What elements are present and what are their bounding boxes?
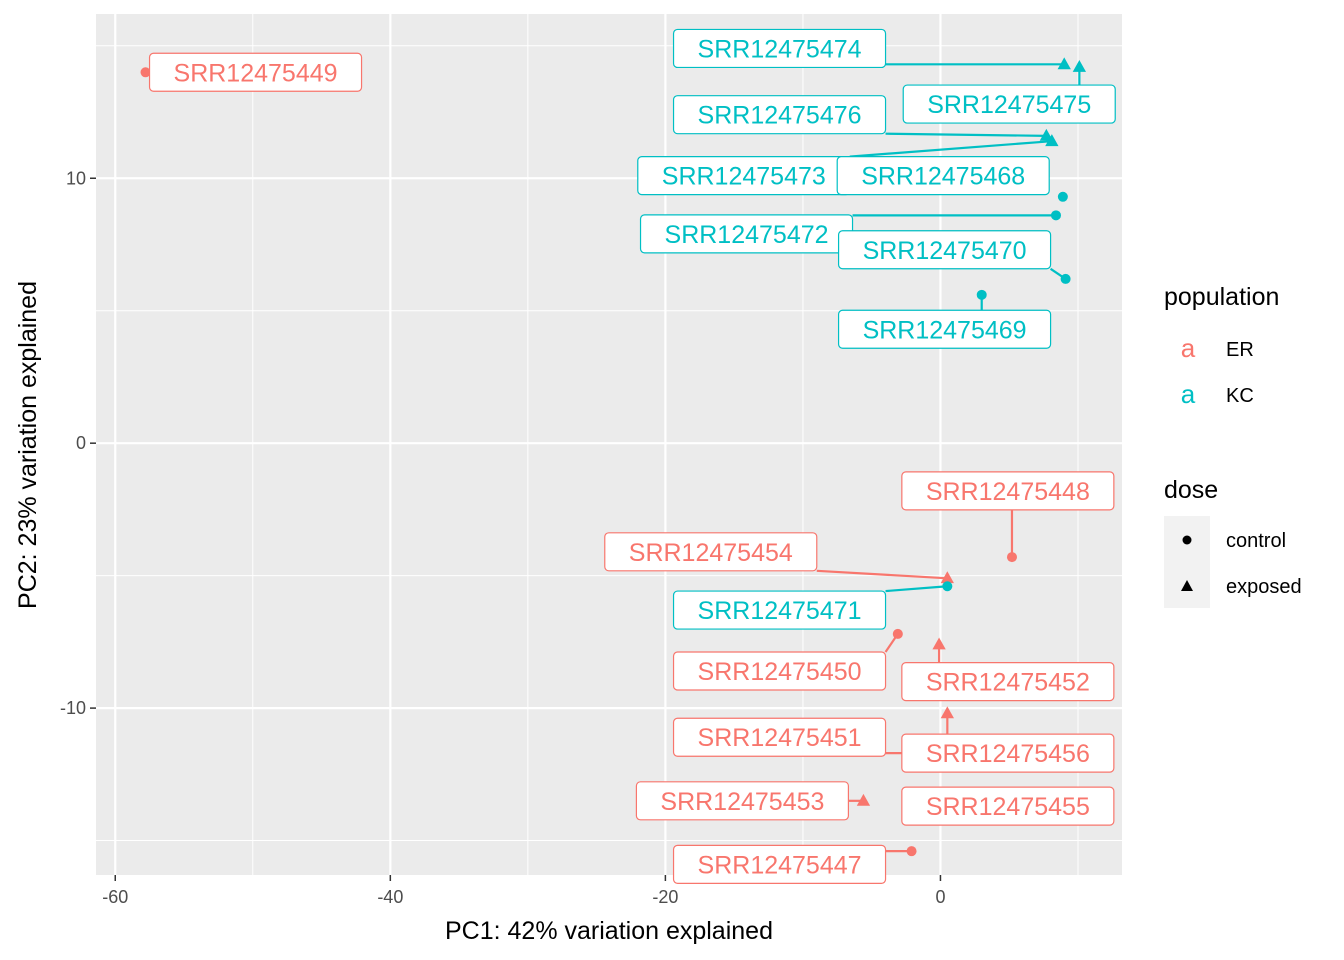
point-label-box — [604, 532, 818, 572]
point-label: SRR12475454 — [629, 539, 793, 567]
point-label-box — [902, 84, 1116, 124]
point-label: SRR12475474 — [698, 35, 862, 63]
y-axis-title: PC2: 23% variation explained — [14, 281, 42, 609]
point-label-box — [672, 651, 887, 691]
point-label: SRR12475448 — [926, 478, 1090, 506]
leader-line — [849, 140, 1052, 158]
point-control — [1050, 210, 1061, 221]
y-tick-label: 10 — [66, 168, 86, 188]
data-points — [140, 57, 1087, 857]
point-control — [1006, 552, 1017, 563]
point-control — [976, 289, 987, 300]
y-tick-label: 0 — [76, 433, 86, 453]
y-tick-label: -10 — [60, 698, 86, 718]
point-control — [892, 628, 903, 639]
legend: population a ER a KC dose control expose… — [1164, 283, 1302, 608]
point-control — [906, 846, 917, 857]
point-label-box — [837, 230, 1052, 270]
legend-label-control: control — [1226, 530, 1286, 552]
point-label-box — [672, 590, 887, 630]
point-exposed — [932, 637, 946, 650]
point-label-box — [836, 156, 1050, 196]
point-control — [1060, 273, 1071, 284]
point-label-box — [901, 662, 1115, 702]
legend-key-control-circle — [1182, 535, 1192, 545]
point-exposed — [1057, 57, 1071, 70]
point-exposed — [1039, 128, 1054, 141]
point-labels: SRR12475449 SRR12475474 SRR12475475 SRR1247… — [148, 28, 1116, 885]
legend-shape-keys-background — [1164, 516, 1210, 608]
label-leader-lines — [816, 63, 1081, 853]
legend-title-population: population — [1164, 283, 1279, 311]
point-label-box — [672, 717, 887, 757]
point-label-box — [148, 52, 363, 92]
point-label: SRR12475469 — [863, 316, 1027, 344]
point-label: SRR12475468 — [861, 163, 1025, 191]
legend-title-dose: dose — [1164, 476, 1218, 504]
point-label: SRR12475470 — [863, 237, 1027, 265]
point-exposed — [1045, 134, 1059, 147]
point-label: SRR12475471 — [698, 597, 862, 625]
x-tick-label: -40 — [377, 887, 403, 907]
point-label-box — [901, 786, 1115, 826]
x-tick-label: 0 — [935, 887, 945, 907]
point-label: SRR12475455 — [926, 793, 1090, 821]
point-label-box — [837, 309, 1052, 349]
x-axis-title: PC1: 42% variation explained — [445, 917, 773, 945]
point-label: SRR12475473 — [662, 163, 826, 191]
point-label: SRR12475456 — [926, 740, 1090, 768]
point-exposed — [940, 706, 954, 719]
axes: -60 -40 -20 0 -10 0 10 — [60, 168, 945, 907]
point-label: SRR12475451 — [698, 724, 862, 752]
x-tick-label: -60 — [102, 887, 128, 907]
point-control — [1057, 191, 1068, 202]
leader-line — [885, 132, 1047, 137]
point-label: SRR12475475 — [927, 91, 1091, 119]
x-tick-label: -20 — [652, 887, 678, 907]
point-label: SRR12475472 — [665, 221, 829, 249]
legend-label-exposed: exposed — [1226, 576, 1302, 598]
point-control — [140, 67, 151, 78]
leader-line — [816, 569, 948, 580]
point-exposed — [856, 793, 871, 806]
leader-line — [885, 585, 948, 593]
point-label-box — [635, 781, 850, 821]
point-label: SRR12475453 — [660, 788, 824, 816]
point-label-box — [672, 844, 887, 885]
point-label-box — [901, 471, 1115, 511]
point-label-box — [672, 28, 887, 69]
point-label: SRR12475449 — [174, 59, 338, 87]
point-exposed — [1072, 59, 1087, 72]
point-exposed — [940, 571, 954, 584]
legend-key-er: a — [1181, 333, 1196, 363]
point-label-box — [672, 95, 887, 135]
legend-key-kc: a — [1181, 379, 1196, 409]
point-label: SRR12475452 — [926, 669, 1090, 697]
legend-label-er: ER — [1226, 339, 1254, 361]
legend-label-kc: KC — [1226, 385, 1254, 407]
point-label: SRR12475450 — [698, 658, 862, 686]
point-label: SRR12475447 — [698, 851, 862, 879]
legend-key-exposed-triangle — [1181, 580, 1193, 591]
point-label: SRR12475476 — [698, 102, 862, 130]
point-label-box — [901, 733, 1115, 773]
point-control — [942, 581, 953, 592]
